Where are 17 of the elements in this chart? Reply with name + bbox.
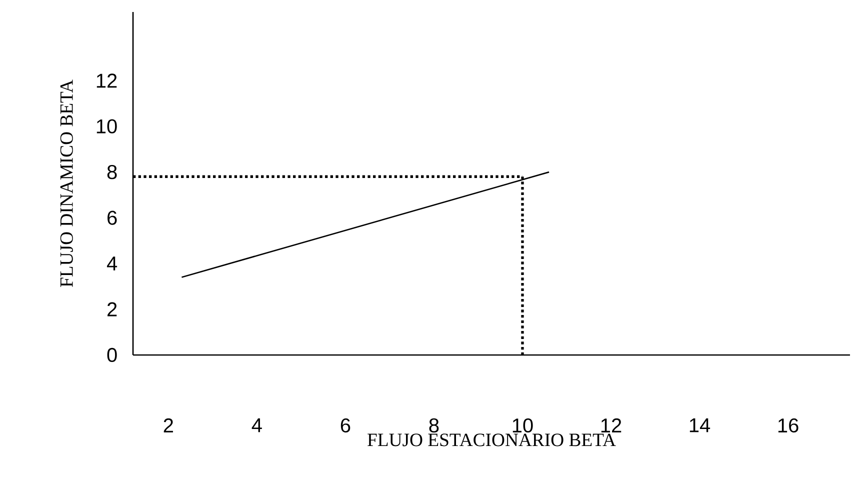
x-tick-label: 4 [252, 418, 262, 432]
y-axis-title: FLUJO DINAMICO BETA [60, 80, 73, 287]
y-tick-label: 12 [96, 74, 117, 88]
x-tick-label: 14 [690, 418, 710, 432]
x-tick-label: 16 [778, 418, 798, 433]
y-tick-label: 8 [107, 164, 117, 180]
x-tick-label: 12 [601, 418, 622, 432]
x-tick-label: 2 [164, 418, 173, 432]
y-tick-label: 2 [108, 302, 117, 316]
y-tick-label: 0 [107, 348, 117, 362]
x-axis-title: FLUJO ESTACIONARIO BETA [368, 434, 616, 446]
y-tick-label: 4 [106, 256, 118, 270]
y-tick-label: 6 [108, 210, 117, 225]
x-tick-label: 6 [340, 418, 350, 433]
x-tick-label: 10 [512, 418, 533, 433]
y-tick-label: 10 [96, 119, 117, 134]
x-tick-label: 8 [429, 418, 439, 433]
